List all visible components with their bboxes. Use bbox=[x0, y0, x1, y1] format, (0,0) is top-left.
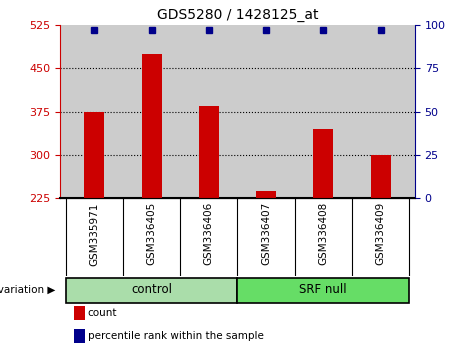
Text: percentile rank within the sample: percentile rank within the sample bbox=[88, 331, 264, 341]
Bar bbox=[65, 278, 237, 303]
Bar bbox=[371, 155, 390, 198]
Bar bbox=[313, 129, 333, 198]
Bar bbox=[84, 112, 104, 198]
Bar bbox=[142, 54, 161, 198]
Text: GSM336406: GSM336406 bbox=[204, 202, 214, 266]
Text: GSM336408: GSM336408 bbox=[318, 202, 328, 266]
Text: control: control bbox=[131, 283, 172, 296]
Text: count: count bbox=[88, 308, 117, 318]
Text: GSM336409: GSM336409 bbox=[376, 202, 385, 266]
Text: SRF null: SRF null bbox=[300, 283, 347, 296]
Text: GSM335971: GSM335971 bbox=[89, 202, 99, 266]
Bar bbox=[237, 278, 409, 303]
Text: GSM336407: GSM336407 bbox=[261, 202, 271, 266]
Bar bbox=[199, 106, 219, 198]
Text: genotype/variation ▶: genotype/variation ▶ bbox=[0, 285, 55, 295]
Text: GSM336405: GSM336405 bbox=[147, 202, 157, 266]
Title: GDS5280 / 1428125_at: GDS5280 / 1428125_at bbox=[157, 8, 318, 22]
Bar bbox=[256, 191, 276, 198]
